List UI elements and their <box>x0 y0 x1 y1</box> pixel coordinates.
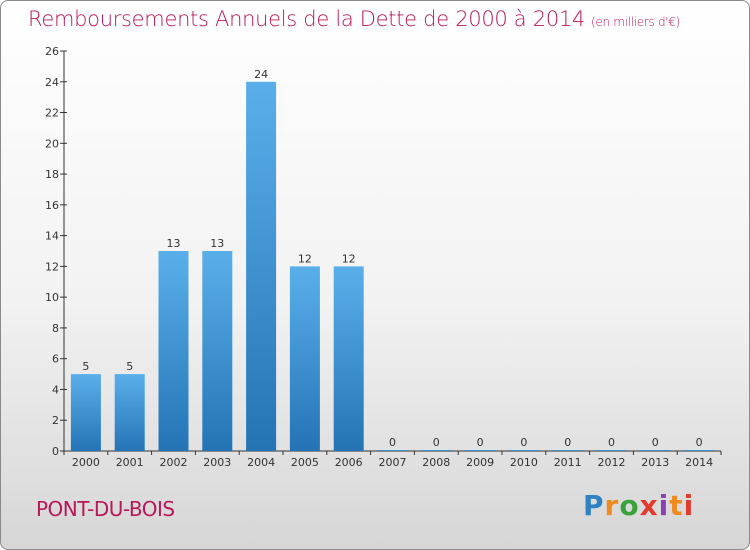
bar-2010 <box>508 450 539 451</box>
x-tick-label: 2001 <box>116 456 144 469</box>
chart-bars <box>70 81 715 452</box>
x-tick-label: 2013 <box>641 456 669 469</box>
x-tick-label: 2009 <box>466 456 494 469</box>
bar-value-label: 0 <box>433 436 440 449</box>
y-tick-label: 18 <box>45 168 59 181</box>
bar-value-label: 0 <box>477 436 484 449</box>
bar-value-label: 0 <box>652 436 659 449</box>
chart-labels: 2000 5 2001 5 2002 13 2003 13 2004 24 2005 12 2006 12… <box>72 68 713 469</box>
logo-letter: i <box>683 489 695 522</box>
bar-value-label: 12 <box>298 252 312 265</box>
bar-2013 <box>640 450 671 451</box>
bar-value-label: 13 <box>167 237 181 250</box>
x-tick-label: 2002 <box>160 456 188 469</box>
y-tick-label: 26 <box>45 45 59 58</box>
logo-letter: x <box>639 489 659 522</box>
y-tick-label: 12 <box>45 260 59 273</box>
bar-2011 <box>552 450 583 451</box>
y-tick-label: 20 <box>45 137 59 150</box>
x-tick-label: 2014 <box>685 456 713 469</box>
bar-2004 <box>246 81 277 452</box>
logo-letter: o <box>619 489 640 522</box>
x-tick-label: 2008 <box>422 456 450 469</box>
bar-value-label: 12 <box>342 252 356 265</box>
logo-letter: r <box>604 489 620 522</box>
y-tick-label: 16 <box>45 199 59 212</box>
bar-2012 <box>596 450 627 451</box>
y-tick-label: 24 <box>45 76 59 89</box>
commune-name: PONT-DU-BOIS <box>36 497 175 521</box>
bar-2002 <box>158 251 189 451</box>
y-tick-label: 8 <box>52 322 59 335</box>
bar-value-label: 13 <box>210 237 224 250</box>
chart-subtitle: (en milliers d'€) <box>591 15 681 29</box>
y-tick-label: 0 <box>52 445 59 458</box>
chart-title-text: Remboursements Annuels de la Dette de 20… <box>28 7 585 31</box>
logo-letter: P <box>583 489 605 522</box>
bar-2003 <box>202 251 233 451</box>
bar-value-label: 0 <box>389 436 396 449</box>
bar-2014 <box>684 450 715 451</box>
chart-title: Remboursements Annuels de la Dette de 20… <box>28 7 680 31</box>
logo-letter: t <box>669 489 684 522</box>
bar-value-label: 24 <box>254 68 268 81</box>
x-tick-label: 2000 <box>72 456 100 469</box>
bar-value-label: 5 <box>126 360 133 373</box>
bar-2001 <box>114 374 145 451</box>
y-tick-label: 22 <box>45 107 59 120</box>
y-tick-label: 2 <box>52 414 59 427</box>
x-tick-label: 2005 <box>291 456 319 469</box>
bar-2008 <box>421 450 452 451</box>
bar-2009 <box>465 450 496 451</box>
y-tick-label: 10 <box>45 291 59 304</box>
y-tick-label: 14 <box>45 230 59 243</box>
y-tick-label: 4 <box>52 383 59 396</box>
bar-value-label: 0 <box>608 436 615 449</box>
x-tick-label: 2006 <box>335 456 363 469</box>
bar-2000 <box>70 374 101 451</box>
x-tick-label: 2003 <box>203 456 231 469</box>
logo-letter: i <box>658 489 670 522</box>
y-tick-label: 6 <box>52 353 59 366</box>
bar-value-label: 5 <box>82 360 89 373</box>
x-tick-label: 2004 <box>247 456 275 469</box>
bar-2005 <box>289 266 320 451</box>
bar-2006 <box>333 266 364 451</box>
x-tick-label: 2011 <box>554 456 582 469</box>
bar-value-label: 0 <box>564 436 571 449</box>
bar-value-label: 0 <box>520 436 527 449</box>
x-tick-label: 2007 <box>379 456 407 469</box>
bar-2007 <box>377 450 408 451</box>
x-tick-label: 2012 <box>598 456 626 469</box>
proxiti-logo: Proxiti <box>583 489 694 522</box>
bar-value-label: 0 <box>696 436 703 449</box>
x-tick-label: 2010 <box>510 456 538 469</box>
